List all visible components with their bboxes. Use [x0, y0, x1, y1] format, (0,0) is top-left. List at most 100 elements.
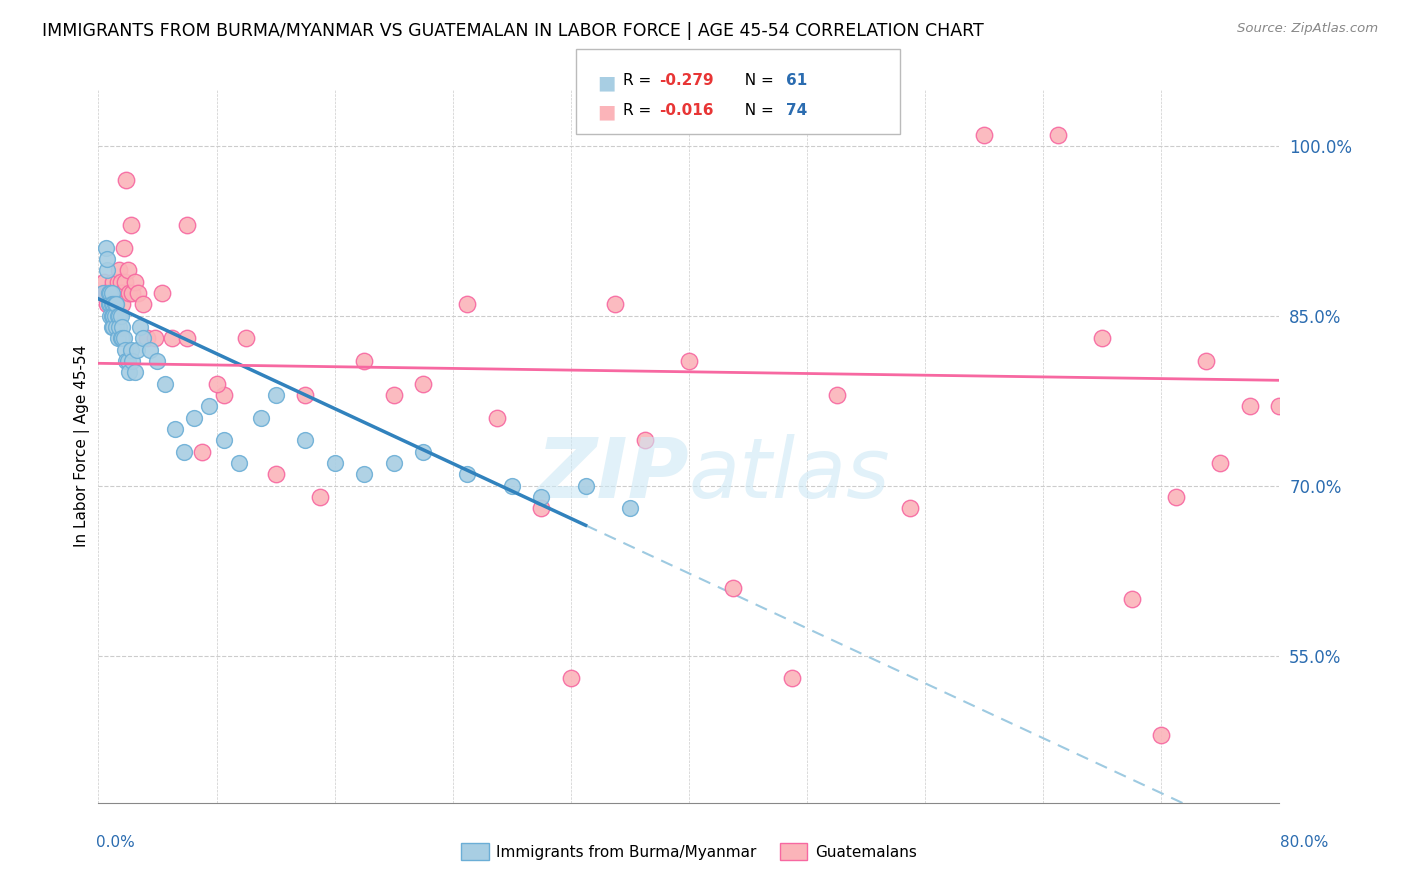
Point: [183, 410, 205, 425]
Point: [103, 309, 125, 323]
Point: [143, 331, 166, 345]
Point: [97, 286, 120, 301]
Point: [1195, 354, 1218, 368]
Point: [100, 286, 122, 301]
Point: [111, 320, 134, 334]
Point: [501, 478, 523, 492]
Point: [128, 320, 150, 334]
Point: [110, 286, 132, 301]
Point: [124, 365, 146, 379]
Point: [173, 444, 195, 458]
Text: atlas: atlas: [689, 434, 890, 515]
Legend: Immigrants from Burma/Myanmar, Guatemalans: Immigrants from Burma/Myanmar, Guatemala…: [456, 837, 922, 866]
Point: [103, 309, 125, 323]
Point: [530, 490, 553, 504]
Point: [382, 456, 405, 470]
Text: R =: R =: [623, 103, 657, 118]
Point: [107, 309, 129, 323]
Point: [105, 320, 128, 334]
Point: [973, 128, 995, 142]
Point: [96, 263, 118, 277]
Point: [108, 286, 131, 301]
Text: 74: 74: [786, 103, 807, 118]
Point: [1239, 400, 1261, 414]
Point: [103, 297, 125, 311]
Text: 0.0%: 0.0%: [96, 836, 135, 850]
Point: [353, 354, 375, 368]
Point: [104, 297, 127, 311]
Point: [264, 467, 287, 482]
Point: [91, 286, 114, 301]
Point: [97, 286, 120, 301]
Point: [107, 286, 129, 301]
Point: [1091, 331, 1114, 345]
Point: [98, 286, 121, 301]
Point: [110, 275, 132, 289]
Text: ■: ■: [598, 103, 616, 121]
Point: [110, 331, 132, 345]
Point: [1046, 128, 1069, 142]
Point: [191, 444, 214, 458]
Point: [486, 410, 509, 425]
Point: [127, 286, 149, 301]
Point: [100, 297, 122, 311]
Point: [412, 376, 434, 391]
Point: [107, 331, 129, 345]
Point: [825, 388, 848, 402]
Point: [574, 478, 596, 492]
Point: [100, 286, 122, 301]
Point: [104, 286, 127, 301]
Point: [412, 444, 434, 458]
Text: ■: ■: [598, 73, 616, 92]
Point: [97, 286, 120, 301]
Point: [105, 286, 128, 301]
Point: [294, 388, 316, 402]
Point: [96, 252, 118, 266]
Point: [115, 173, 138, 187]
Point: [100, 297, 122, 311]
Y-axis label: In Labor Force | Age 45-54: In Labor Force | Age 45-54: [75, 345, 90, 547]
Point: [198, 400, 221, 414]
Point: [121, 286, 143, 301]
Text: N =: N =: [735, 103, 779, 118]
Point: [678, 354, 700, 368]
Point: [110, 309, 132, 323]
Point: [118, 286, 141, 301]
Point: [114, 275, 136, 289]
Text: N =: N =: [735, 73, 779, 88]
Point: [619, 501, 641, 516]
Point: [228, 456, 250, 470]
Point: [108, 309, 131, 323]
Point: [382, 388, 405, 402]
Text: 61: 61: [786, 73, 807, 88]
Point: [108, 263, 131, 277]
Point: [98, 309, 121, 323]
Point: [294, 434, 316, 448]
Point: [1268, 400, 1291, 414]
Point: [117, 354, 139, 368]
Point: [125, 343, 148, 357]
Point: [900, 501, 922, 516]
Point: [111, 297, 134, 311]
Point: [93, 275, 115, 289]
Point: [235, 331, 257, 345]
Point: [353, 467, 375, 482]
Text: 80.0%: 80.0%: [1281, 836, 1329, 850]
Point: [530, 501, 553, 516]
Point: [139, 343, 162, 357]
Point: [132, 331, 155, 345]
Point: [456, 467, 478, 482]
Point: [132, 297, 155, 311]
Point: [124, 275, 146, 289]
Text: R =: R =: [623, 73, 657, 88]
Point: [121, 354, 143, 368]
Point: [91, 286, 114, 301]
Point: [111, 286, 134, 301]
Point: [605, 297, 627, 311]
Point: [98, 297, 121, 311]
Point: [97, 297, 120, 311]
Point: [1164, 490, 1187, 504]
Point: [100, 320, 122, 334]
Point: [560, 671, 582, 685]
Point: [96, 286, 118, 301]
